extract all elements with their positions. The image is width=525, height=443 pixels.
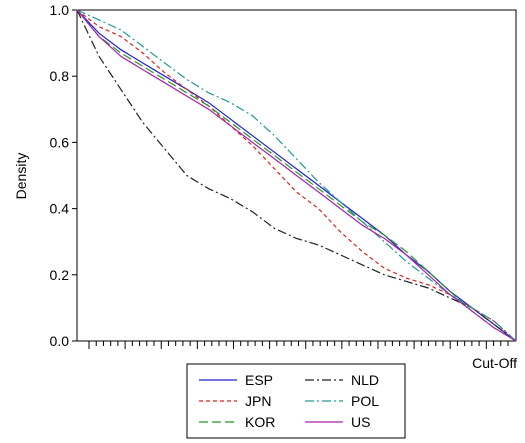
legend-label-us: US	[351, 414, 370, 430]
y-tick-label: 0.2	[50, 267, 70, 283]
legend-label-nld: NLD	[351, 372, 379, 388]
series-line-kor	[76, 9, 517, 342]
axes: 0.0 0.2 0.4 0.6 0.8 1.0	[50, 2, 517, 349]
plot-frame	[76, 9, 517, 342]
legend-label-jpn: JPN	[245, 393, 271, 409]
y-tick-label: 0.4	[50, 201, 70, 217]
series-lines	[76, 9, 517, 342]
legend-label-pol: POL	[351, 393, 379, 409]
legend-label-kor: KOR	[245, 414, 275, 430]
x-axis-label: Cut-Off	[472, 355, 517, 371]
legend-label-esp: ESP	[245, 372, 273, 388]
y-tick-label: 0.8	[50, 68, 70, 84]
series-line-pol	[76, 9, 517, 342]
series-line-nld	[76, 9, 517, 342]
series-line-us	[76, 9, 517, 342]
y-tick-label: 0.0	[50, 333, 70, 349]
y-axis-label: Density	[13, 153, 29, 200]
y-tick-label: 1.0	[50, 2, 70, 18]
legend: ESP JPN KOR NLD POL US	[186, 363, 406, 439]
y-tick-label: 0.6	[50, 134, 70, 150]
